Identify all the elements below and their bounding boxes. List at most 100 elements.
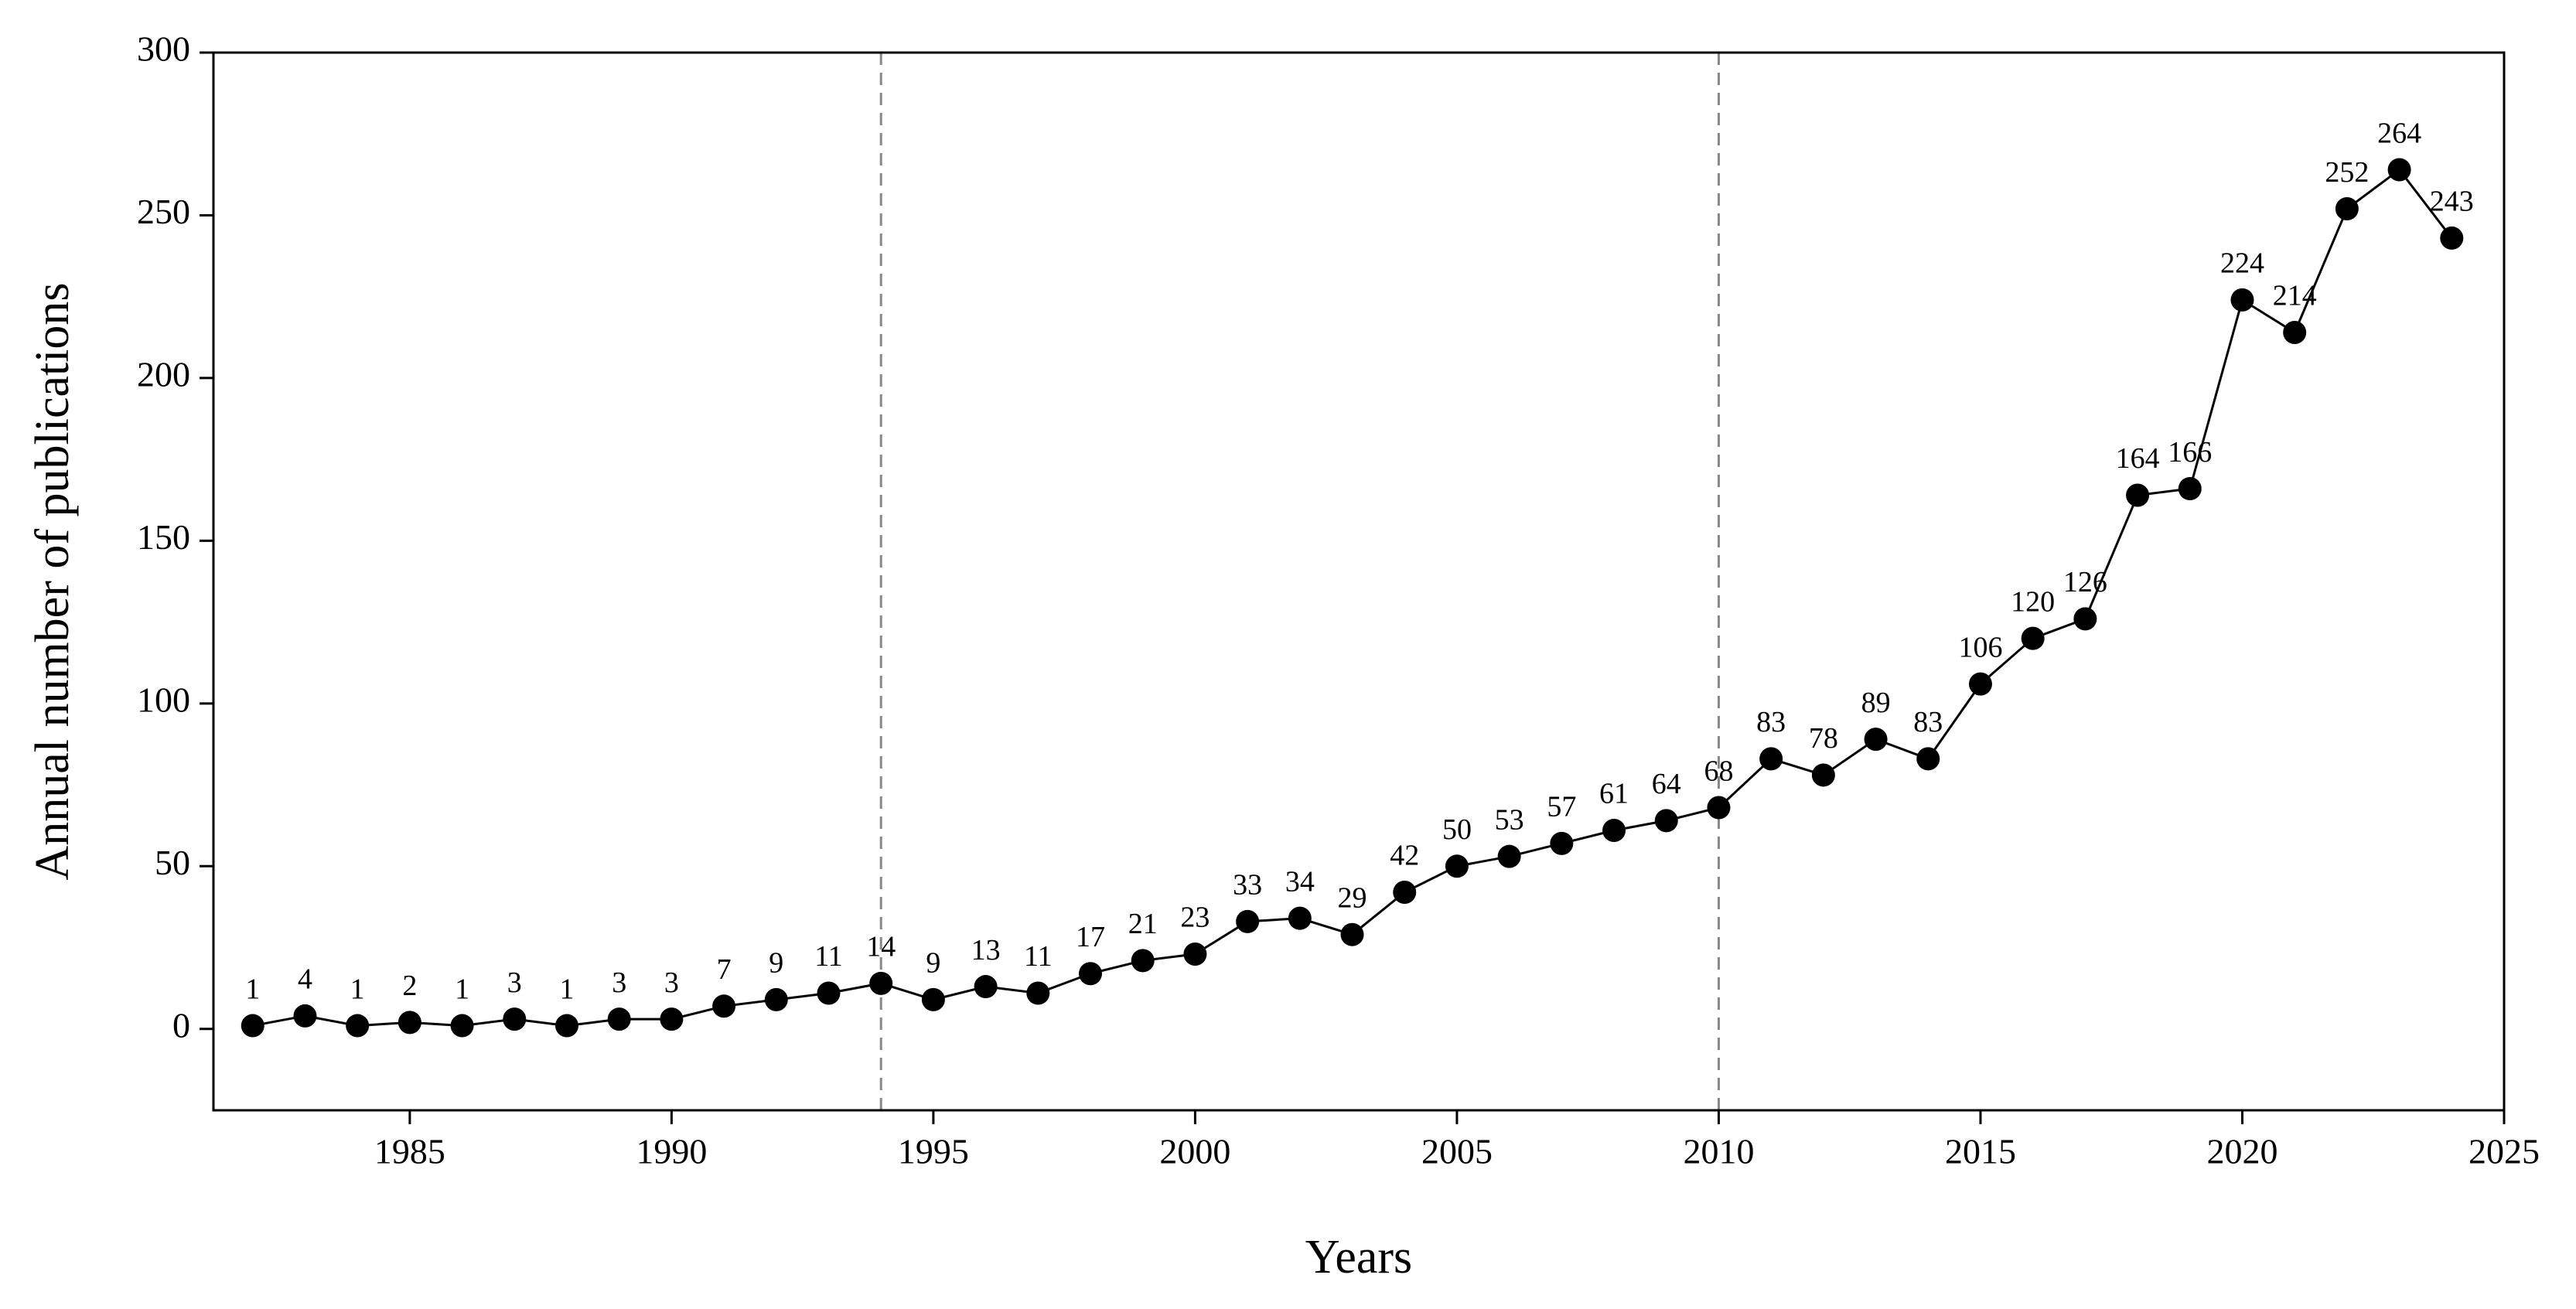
data-point: [397, 1011, 421, 1035]
y-tick-label: 300: [137, 29, 190, 69]
data-label: 57: [1547, 791, 1576, 823]
data-label: 17: [1076, 921, 1105, 953]
data-point: [450, 1014, 474, 1038]
data-label: 224: [2220, 247, 2264, 280]
data-point: [554, 1014, 578, 1038]
y-tick-label: 200: [137, 354, 190, 394]
plot-frame: [212, 51, 2506, 1112]
x-tick-label: 2020: [2206, 1132, 2277, 1171]
data-label: 9: [769, 947, 783, 980]
data-point: [1654, 809, 1678, 833]
data-label: 3: [507, 966, 522, 999]
y-axis-label: Annual number of publications: [26, 282, 79, 880]
data-label: 33: [1233, 869, 1262, 902]
data-point: [660, 1007, 684, 1031]
data-point: [1079, 962, 1103, 986]
data-point: [1550, 831, 1574, 855]
data-label: 11: [1024, 940, 1053, 973]
data-label: 1: [245, 973, 260, 1005]
data-point: [2178, 477, 2202, 501]
x-tick-label: 1995: [898, 1132, 969, 1171]
y-tick-label: 0: [172, 1005, 190, 1045]
data-label: 164: [2116, 442, 2160, 475]
data-label: 264: [2377, 117, 2421, 149]
data-point: [921, 987, 945, 1011]
data-point: [2126, 483, 2150, 507]
data-label: 214: [2273, 280, 2317, 312]
data-label: 243: [2430, 186, 2474, 218]
data-point: [607, 1007, 631, 1031]
data-label: 78: [1809, 722, 1838, 755]
data-point: [1288, 906, 1312, 930]
data-label: 29: [1338, 881, 1367, 914]
y-tick-label: 250: [137, 192, 190, 231]
data-point: [1183, 942, 1207, 966]
data-label: 50: [1442, 813, 1472, 846]
data-point: [1026, 981, 1050, 1005]
x-axis-label: Years: [1305, 1231, 1412, 1283]
data-point: [1707, 796, 1731, 820]
data-label: 2: [402, 970, 417, 1002]
data-point: [1131, 949, 1155, 973]
data-label: 166: [2168, 436, 2212, 469]
data-label: 23: [1180, 902, 1210, 934]
x-tick-label: 2000: [1159, 1132, 1230, 1171]
data-label: 9: [926, 947, 940, 980]
y-tick-label: 100: [137, 680, 190, 719]
x-tick-label: 2015: [1945, 1132, 2016, 1171]
data-label: 126: [2063, 566, 2107, 598]
data-point: [1340, 922, 1364, 946]
data-point: [2387, 158, 2411, 182]
data-label: 106: [1958, 631, 2002, 663]
data-point: [1393, 880, 1417, 904]
data-label: 53: [1495, 803, 1524, 836]
data-label: 1: [455, 973, 469, 1005]
data-point: [974, 975, 998, 999]
data-label: 68: [1704, 755, 1733, 787]
data-point: [1968, 672, 1992, 696]
data-label: 21: [1128, 908, 1158, 940]
data-point: [2073, 607, 2097, 631]
data-label: 11: [814, 940, 843, 973]
data-point: [1864, 728, 1888, 752]
data-label: 4: [298, 963, 312, 996]
data-label: 42: [1390, 840, 1419, 872]
data-point: [503, 1007, 527, 1031]
data-point: [1497, 844, 1521, 868]
data-point: [869, 971, 893, 995]
data-point: [2335, 197, 2359, 221]
y-tick-label: 150: [137, 517, 190, 557]
data-point: [346, 1014, 370, 1038]
data-label: 7: [717, 953, 732, 986]
y-tick-label: 50: [155, 843, 190, 882]
data-label: 64: [1652, 768, 1681, 800]
data-point: [764, 987, 788, 1011]
data-point: [1759, 747, 1783, 771]
data-label: 61: [1599, 778, 1629, 810]
data-point: [817, 981, 841, 1005]
data-label: 13: [971, 934, 1001, 966]
x-tick-label: 2005: [1421, 1132, 1493, 1171]
data-point: [2230, 288, 2254, 312]
x-tick-label: 1985: [374, 1132, 445, 1171]
x-tick-label: 2010: [1683, 1132, 1754, 1171]
data-label: 3: [612, 966, 626, 999]
data-point: [1445, 854, 1469, 878]
data-label: 83: [1756, 706, 1786, 738]
data-point: [1916, 747, 1940, 771]
data-point: [241, 1014, 264, 1038]
x-tick-label: 2025: [2469, 1132, 2540, 1171]
data-point: [1602, 819, 1626, 843]
data-point: [293, 1004, 317, 1028]
data-point: [1236, 909, 1260, 933]
data-point: [1811, 763, 1835, 787]
data-label: 252: [2325, 156, 2369, 189]
data-label: 1: [559, 973, 574, 1005]
data-label: 120: [2011, 585, 2055, 618]
data-point: [2283, 320, 2307, 344]
data-label: 1: [350, 973, 365, 1005]
data-label: 83: [1913, 706, 1943, 738]
data-point: [712, 994, 736, 1018]
data-label: 34: [1285, 865, 1315, 898]
